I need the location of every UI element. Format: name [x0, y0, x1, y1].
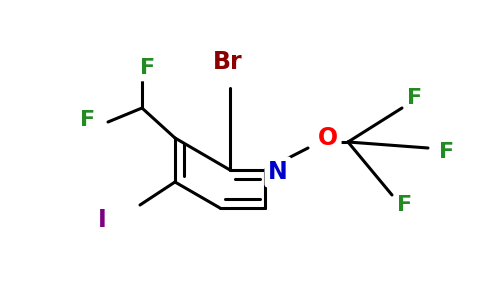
Text: F: F	[439, 142, 454, 162]
Text: F: F	[80, 110, 95, 130]
Text: I: I	[98, 208, 106, 232]
Text: O: O	[318, 126, 338, 150]
Text: F: F	[397, 195, 412, 215]
Text: F: F	[408, 88, 423, 108]
Text: N: N	[268, 160, 288, 184]
Text: F: F	[140, 58, 155, 78]
Text: Br: Br	[213, 50, 243, 74]
